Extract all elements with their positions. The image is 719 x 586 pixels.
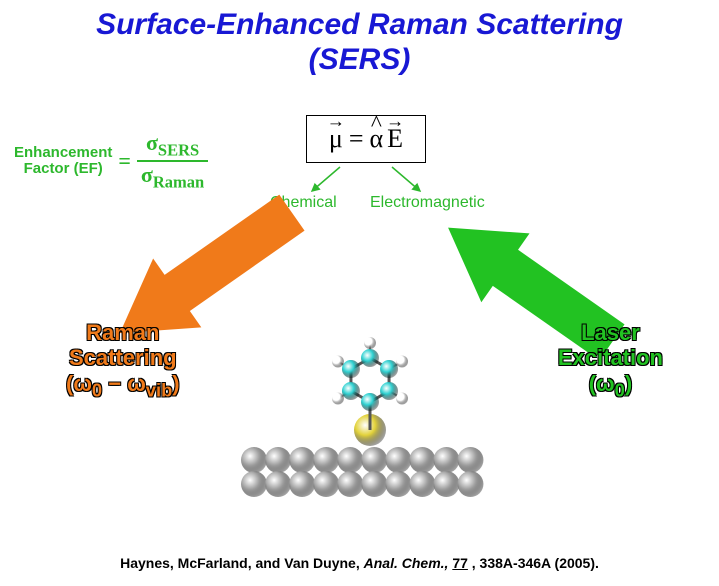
- laser-line1: Laser: [558, 320, 663, 345]
- mu-vector: μ: [329, 124, 343, 154]
- citation-journal: Anal. Chem.,: [364, 555, 449, 571]
- ef-denominator: σRaman: [137, 162, 208, 192]
- title-line2: (SERS): [0, 43, 719, 78]
- ef-label-line2: Factor (EF): [14, 161, 112, 178]
- laser-line2: Excitation: [558, 345, 663, 370]
- electromagnetic-label: Electromagnetic: [370, 194, 485, 212]
- ef-numerator: σSERS: [142, 130, 203, 160]
- raman-label: Raman Scattering (ω0 − ωvib): [66, 320, 180, 400]
- laser-label: Laser Excitation (ω0): [558, 320, 663, 400]
- alpha-tensor: α: [370, 124, 384, 154]
- citation-volume: 77: [452, 555, 468, 571]
- citation-authors: Haynes, McFarland, and Van Duyne,: [120, 555, 364, 571]
- ef-fraction: σSERS σRaman: [137, 130, 208, 193]
- molecule-diagram-icon: [240, 280, 500, 510]
- eq-sign: =: [349, 124, 364, 154]
- title-line1: Surface-Enhanced Raman Scattering: [0, 8, 719, 43]
- citation: Haynes, McFarland, and Van Duyne, Anal. …: [0, 555, 719, 571]
- ef-label: Enhancement Factor (EF): [14, 145, 112, 178]
- polarizability-equation: μ = α E: [306, 115, 426, 163]
- ef-den-sub: Raman: [153, 173, 204, 192]
- ef-num-sub: SERS: [158, 140, 199, 159]
- sigma-icon: σ: [141, 162, 153, 187]
- laser-line3: (ω0): [558, 371, 663, 400]
- ef-label-line1: Enhancement: [14, 145, 112, 162]
- enhancement-factor-formula: Enhancement Factor (EF) = σSERS σRaman: [14, 130, 208, 193]
- slide-title: Surface-Enhanced Raman Scattering (SERS): [0, 8, 719, 77]
- raman-line2: Scattering: [66, 345, 180, 370]
- e-vector: E: [387, 124, 403, 154]
- raman-line3: (ω0 − ωvib): [66, 371, 180, 400]
- raman-line1: Raman: [66, 320, 180, 345]
- sigma-icon: σ: [146, 130, 158, 155]
- ef-equals: =: [118, 148, 131, 174]
- citation-pages: , 338A-346A (2005).: [472, 555, 599, 571]
